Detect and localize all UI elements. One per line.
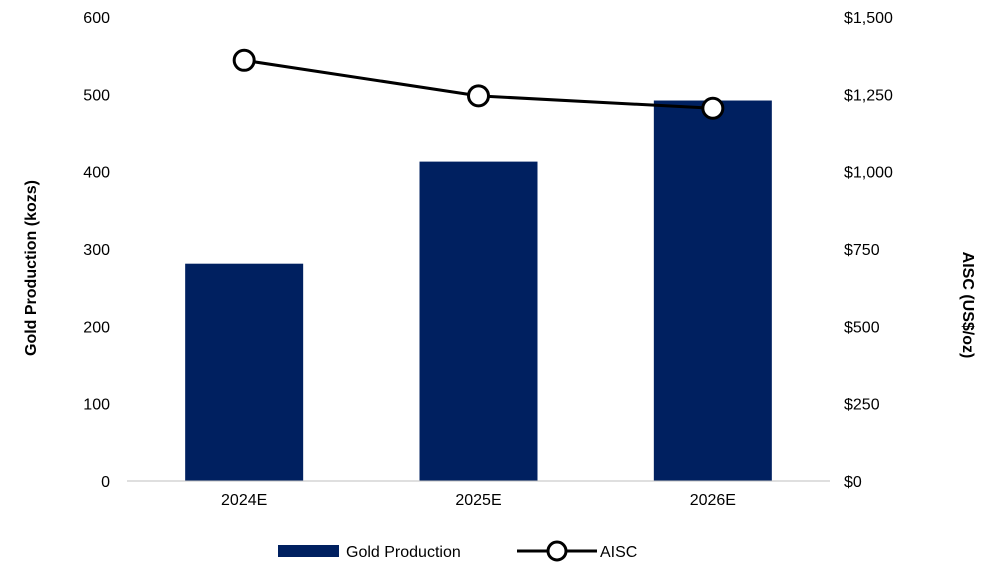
- right-axis-ticks: $0 $250 $500 $750 $1,000 $1,250 $1,500: [844, 10, 893, 491]
- legend-swatch-gold-production: [278, 545, 339, 557]
- bar-series-gold-production: [185, 100, 772, 482]
- left-tick-label: 400: [83, 165, 110, 182]
- aisc-point: [232, 48, 256, 72]
- left-tick-label: 100: [83, 397, 110, 414]
- right-tick-label: $0: [844, 474, 862, 491]
- left-tick-label: 300: [83, 242, 110, 259]
- x-tick-label: 2024E: [221, 492, 267, 509]
- bar: [653, 100, 772, 482]
- legend-label-aisc: AISC: [600, 544, 637, 561]
- right-axis-title: AISC (US$/oz): [959, 252, 976, 359]
- right-tick-label: $1,500: [844, 10, 893, 27]
- left-tick-label: 200: [83, 319, 110, 336]
- aisc-point: [467, 84, 490, 108]
- line-series-aisc: [232, 48, 725, 120]
- legend: Gold Production AISC: [278, 540, 637, 562]
- bar: [185, 263, 304, 481]
- x-tick-label: 2025E: [455, 492, 501, 509]
- left-tick-label: 600: [83, 10, 110, 27]
- right-tick-label: $500: [844, 319, 880, 336]
- left-axis-ticks: 0 100 200 300 400 500 600: [83, 10, 110, 491]
- right-tick-label: $1,250: [844, 87, 893, 104]
- right-tick-label: $750: [844, 242, 880, 259]
- x-tick-label: 2026E: [690, 492, 736, 509]
- legend-label-gold-production: Gold Production: [346, 544, 461, 561]
- left-tick-label: 0: [101, 474, 110, 491]
- left-tick-label: 500: [83, 87, 110, 104]
- x-axis-ticks: 2024E 2025E 2026E: [221, 492, 736, 509]
- right-tick-label: $1,000: [844, 165, 893, 182]
- aisc-point: [701, 96, 725, 120]
- bar: [419, 161, 538, 481]
- legend-marker-aisc: [546, 540, 568, 562]
- right-tick-label: $250: [844, 397, 880, 414]
- left-axis-title: Gold Production (kozs): [23, 180, 40, 356]
